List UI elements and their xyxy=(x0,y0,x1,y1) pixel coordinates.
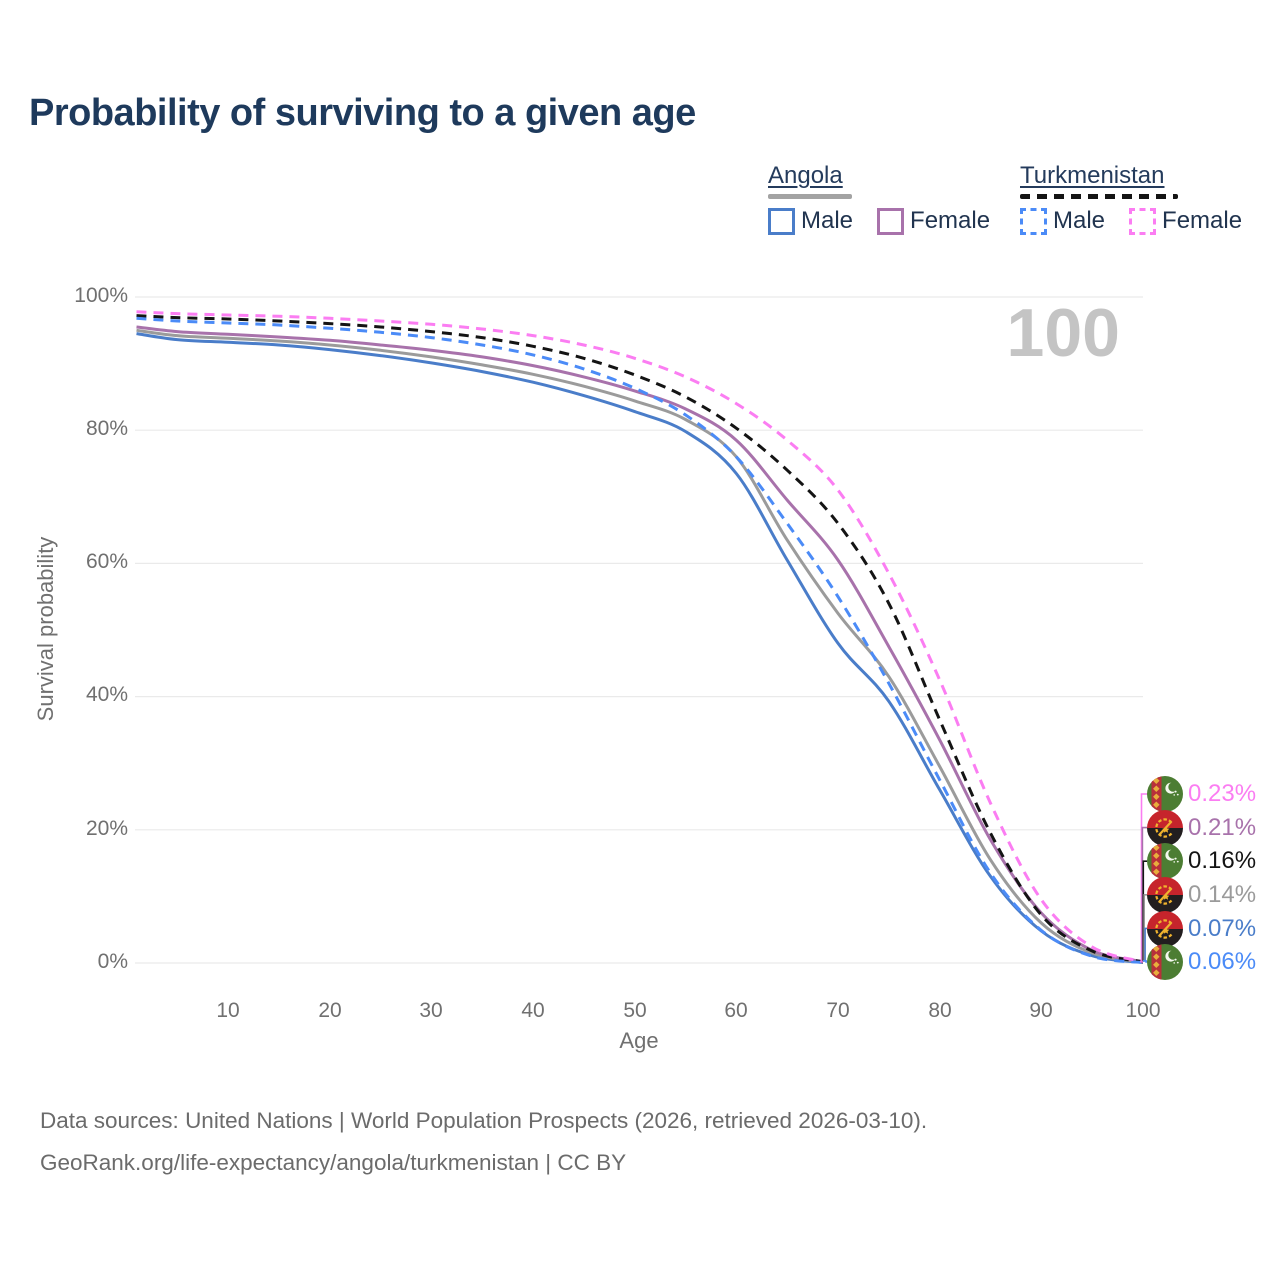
end-label-value: 0.23% xyxy=(1188,780,1257,807)
legend-swatch-turkmenistan-male xyxy=(1020,207,1047,235)
end-label-value: 0.14% xyxy=(1188,881,1257,908)
legend-item-label: Female xyxy=(910,207,991,234)
legend-item-label: Male xyxy=(801,207,854,234)
angola-flag-icon xyxy=(1147,877,1183,913)
y-tick: 80% xyxy=(85,417,128,440)
x-tick: 30 xyxy=(419,999,443,1022)
page-title: Probability of surviving to a given age xyxy=(29,92,696,134)
legend-sample-angola xyxy=(768,194,852,199)
end-label-angola-total: 0.14% xyxy=(1147,877,1256,913)
legend-item-turkmenistan-female[interactable]: Female xyxy=(1129,207,1242,235)
legend-title-turkmenistan[interactable]: Turkmenistan xyxy=(1020,162,1165,189)
turkmenistan-flag-icon xyxy=(1147,944,1183,980)
end-label-value: 0.21% xyxy=(1188,814,1257,841)
y-tick: 0% xyxy=(97,950,128,973)
y-axis-title: Survival probability xyxy=(33,536,58,722)
x-tick: 100 xyxy=(1125,999,1161,1022)
x-tick: 50 xyxy=(623,999,647,1022)
end-label-turkmenistan-female: 0.23% xyxy=(1147,776,1256,812)
end-label-value: 0.06% xyxy=(1188,948,1257,975)
legend-sample-turkmenistan xyxy=(1020,194,1178,199)
legend-swatch-turkmenistan-female xyxy=(1129,207,1157,235)
x-tick: 40 xyxy=(521,999,545,1022)
x-tick: 20 xyxy=(318,999,342,1022)
x-tick: 10 xyxy=(216,999,240,1022)
x-tick: 60 xyxy=(724,999,748,1022)
end-label-turkmenistan-male: 0.06% xyxy=(1147,944,1256,980)
age-annotation: 100 xyxy=(1006,295,1120,371)
attribution-text: GeoRank.org/life-expectancy/angola/turkm… xyxy=(40,1150,627,1175)
turkmenistan-flag-icon xyxy=(1147,776,1183,812)
legend-item-label: Female xyxy=(1162,207,1243,234)
data-sources-text: Data sources: United Nations | World Pop… xyxy=(40,1108,928,1133)
end-label-turkmenistan-total: 0.16% xyxy=(1147,843,1256,879)
legend-group-turkmenistan: Turkmenistan Male Female xyxy=(1020,162,1242,235)
angola-flag-icon xyxy=(1147,911,1183,947)
y-tick: 60% xyxy=(85,550,128,573)
x-tick: 90 xyxy=(1029,999,1053,1022)
y-tick: 20% xyxy=(85,817,128,840)
legend-item-turkmenistan-male[interactable]: Male xyxy=(1020,207,1105,235)
end-label-angola-male: 0.07% xyxy=(1147,911,1256,947)
y-tick: 100% xyxy=(74,284,128,307)
legend-item-angola-female[interactable]: Female xyxy=(877,207,990,235)
end-label-value: 0.07% xyxy=(1188,915,1257,942)
x-axis-title: Age xyxy=(619,1028,659,1053)
angola-flag-icon xyxy=(1147,810,1183,846)
legend-item-angola-male[interactable]: Male xyxy=(768,207,853,235)
x-tick: 80 xyxy=(928,999,952,1022)
y-tick: 40% xyxy=(85,683,128,706)
legend-item-label: Male xyxy=(1053,207,1106,234)
legend-swatch-angola-female xyxy=(877,207,905,235)
legend-swatch-angola-male xyxy=(768,207,795,235)
end-label-value: 0.16% xyxy=(1188,847,1257,874)
legend-title-angola[interactable]: Angola xyxy=(768,162,843,189)
x-tick: 70 xyxy=(826,999,850,1022)
legend-group-angola: Angola Male Female xyxy=(768,162,990,235)
turkmenistan-flag-icon xyxy=(1147,843,1183,879)
end-label-angola-female: 0.21% xyxy=(1147,810,1256,846)
